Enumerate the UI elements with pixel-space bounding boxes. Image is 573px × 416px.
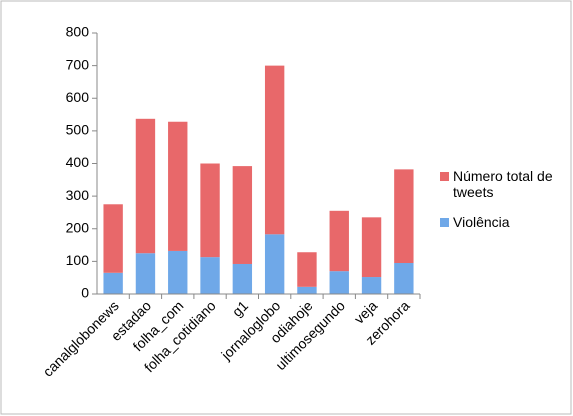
bar-segment [361, 217, 382, 278]
bar-segment [232, 263, 253, 294]
bar-segment [264, 65, 285, 235]
bar-segment [361, 277, 382, 294]
y-tick-label: 200 [66, 219, 90, 235]
bar-segment [297, 252, 317, 287]
y-tick-label: 400 [66, 154, 90, 170]
y-tick-label: 0 [81, 285, 89, 301]
y-tick-label: 600 [66, 89, 90, 105]
x-tick-label: canalglobonews [40, 297, 122, 379]
legend-item: Violência [440, 214, 560, 230]
bar-segment [103, 272, 123, 294]
bar-segment [264, 234, 285, 294]
bar-segment [135, 253, 156, 294]
legend-item: Número total de tweets [440, 168, 560, 200]
y-tick-label: 300 [66, 187, 90, 203]
legend-label: Número total de tweets [453, 168, 553, 200]
x-tick-label: g1 [229, 297, 251, 319]
y-tick-label: 100 [66, 252, 90, 268]
bar-segment [297, 286, 317, 294]
legend-swatch [440, 172, 449, 181]
legend-label: Violência [453, 214, 510, 230]
bar-segment [135, 118, 156, 254]
y-tick-label: 500 [66, 122, 90, 138]
legend: Número total de tweets Violência [440, 168, 560, 244]
bar-segment [329, 271, 349, 294]
bar-segment [329, 210, 349, 272]
bar-segment [394, 263, 414, 294]
legend-swatch [440, 218, 449, 227]
bar-segment [232, 166, 253, 264]
bar-segment [200, 257, 220, 294]
bar-segment [168, 121, 188, 251]
bar-segment [168, 250, 188, 294]
bar-segment [103, 204, 123, 273]
bar-segment [200, 163, 220, 258]
y-tick-label: 800 [66, 24, 90, 40]
y-tick-label: 700 [66, 56, 90, 72]
bar-segment [394, 169, 414, 264]
